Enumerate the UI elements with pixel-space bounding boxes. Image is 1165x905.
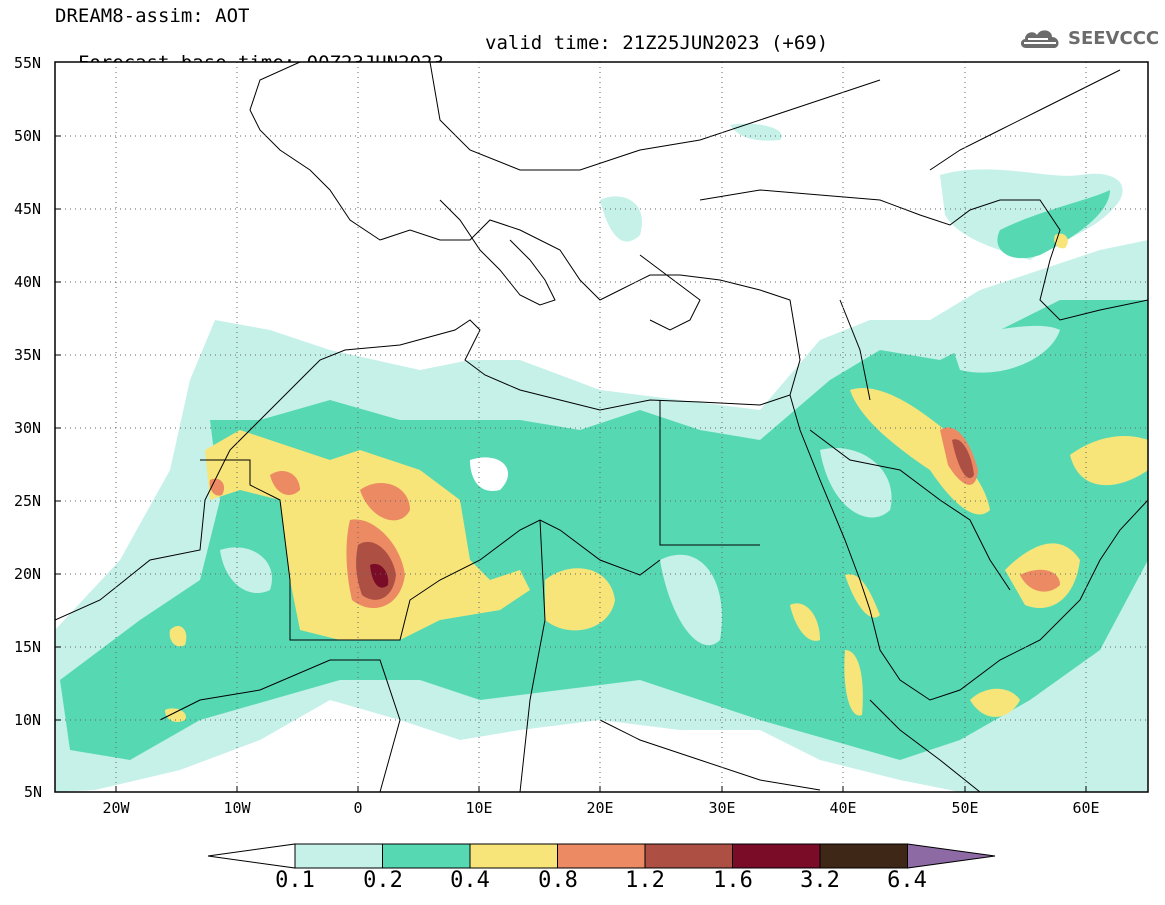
lon-label: 0 [353, 799, 363, 817]
lat-label: 10N [14, 711, 42, 729]
lon-label: 20E [586, 799, 614, 817]
seevccc-logo: SEEVCCC [1018, 24, 1160, 56]
lon-label: 20W [102, 799, 130, 817]
lat-label: 50N [14, 127, 42, 145]
lat-label: 40N [14, 273, 42, 291]
lat-label: 30N [14, 419, 42, 437]
lon-label: 40E [829, 799, 857, 817]
gridlines [55, 62, 1148, 792]
lat-label: 35N [14, 346, 42, 364]
lat-label: 45N [14, 200, 42, 218]
legend-label: 0.1 [275, 868, 315, 893]
lon-label: 50E [951, 799, 979, 817]
lon-label: 10E [465, 799, 493, 817]
cloud-logo-icon [1020, 30, 1059, 48]
lon-label: 30E [708, 799, 736, 817]
map-title: DREAM8-assim: AOT [55, 5, 250, 27]
aot-contours [55, 62, 1148, 792]
lat-label: 15N [14, 638, 42, 656]
aot-level-1.6 [370, 563, 389, 588]
lon-label: 10W [223, 799, 251, 817]
lon-label: 60E [1072, 799, 1100, 817]
legend-label: 0.8 [538, 868, 578, 893]
valid-time-text: valid time: 21Z25JUN2023 (+69) [485, 32, 829, 54]
legend-label: 1.6 [713, 868, 753, 893]
legend-label: 1.2 [625, 868, 665, 893]
map-frame [54, 61, 1149, 793]
lat-label: 20N [14, 565, 42, 583]
legend-label: 0.2 [363, 868, 403, 893]
lat-label: 25N [14, 492, 42, 510]
lat-label: 55N [14, 54, 42, 72]
legend-label: 0.4 [450, 868, 490, 893]
legend-label: 6.4 [887, 868, 927, 893]
logo-text: SEEVCCC [1068, 28, 1160, 49]
axis-ticks [55, 61, 1087, 792]
lat-label: 5N [24, 783, 43, 801]
legend-label: 3.2 [800, 868, 840, 893]
